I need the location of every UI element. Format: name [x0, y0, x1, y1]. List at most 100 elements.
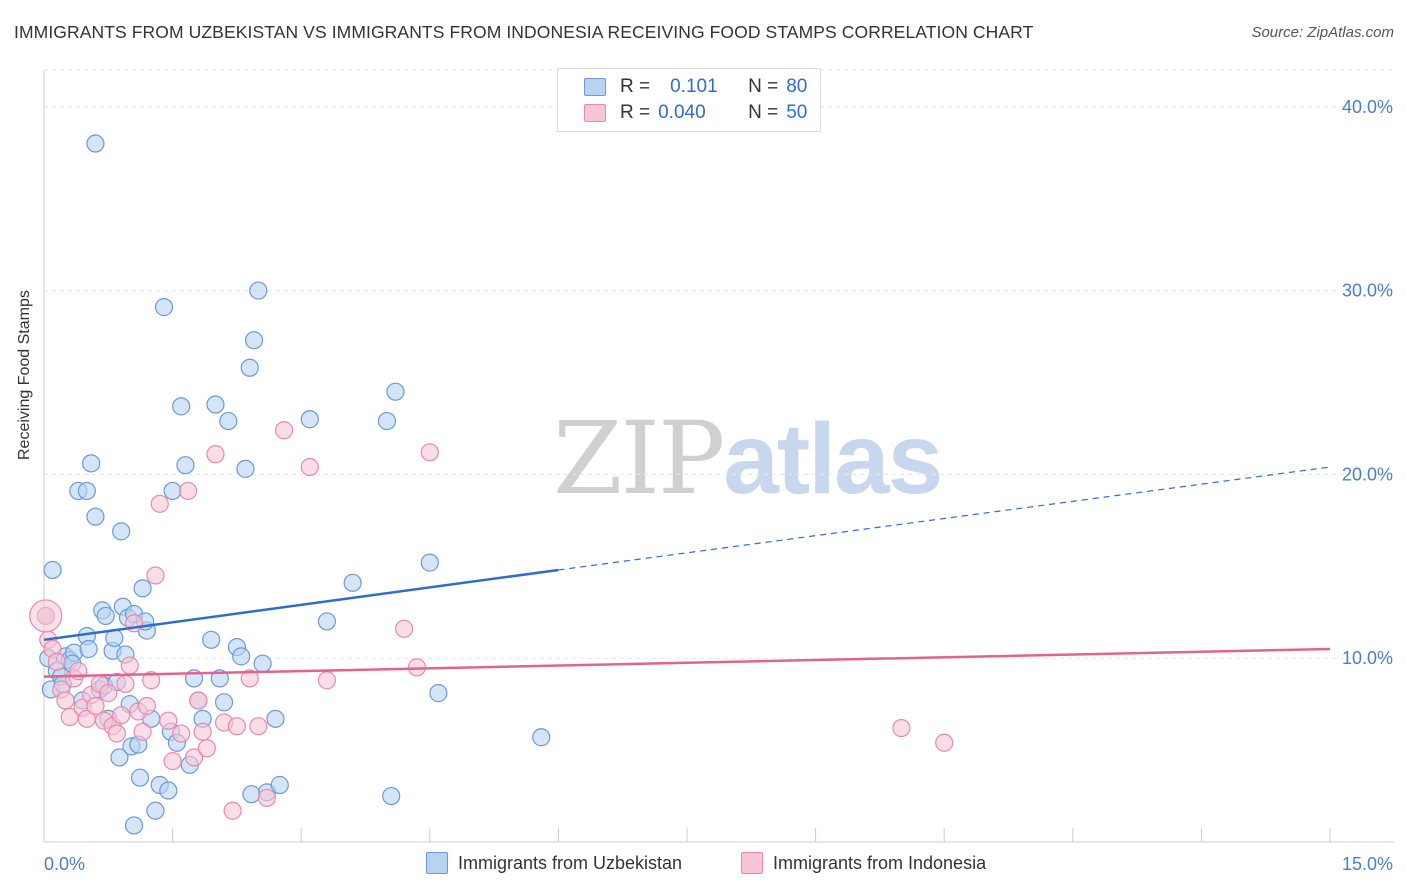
point-indonesia	[892, 718, 911, 738]
point-uzbekistan	[266, 709, 285, 728]
legend-swatch-pink	[584, 104, 606, 122]
point-indonesia	[935, 733, 954, 752]
point-indonesia	[112, 706, 131, 725]
point-uzbekistan	[86, 134, 105, 153]
point-uzbekistan	[242, 785, 261, 804]
legend-r-label: R =	[620, 76, 651, 97]
legend-n-value: 80	[786, 76, 808, 97]
point-indonesia	[120, 656, 139, 675]
point-indonesia	[193, 722, 212, 741]
point-indonesia	[240, 669, 259, 688]
point-uzbekistan	[253, 654, 272, 673]
point-indonesia	[133, 722, 152, 741]
legend-r-label: R =	[620, 102, 651, 123]
chart-title: IMMIGRANTS FROM UZBEKISTAN VS IMMIGRANTS…	[14, 22, 1034, 42]
legend-r-value: 0.101	[670, 76, 718, 97]
point-indonesia	[197, 739, 216, 758]
point-indonesia	[394, 619, 414, 638]
legend-item-indonesia[interactable]: Immigrants from Indonesia	[741, 852, 986, 874]
point-indonesia	[184, 748, 204, 767]
trend-lines	[43, 466, 1331, 678]
point-uzbekistan	[163, 481, 182, 501]
point-uzbekistan	[77, 481, 96, 501]
legend-item-uzbekistan[interactable]: Immigrants from Uzbekistan	[426, 852, 682, 874]
point-uzbekistan	[96, 606, 115, 626]
point-uzbekistan	[300, 410, 319, 429]
point-indonesia	[107, 724, 126, 743]
point-uzbekistan	[86, 507, 105, 526]
tick-labels: 10.0% 20.0% 30.0% 40.0% 0.0% 15.0%	[44, 97, 1393, 874]
point-indonesia	[163, 752, 182, 771]
y-tick-label: 40.0%	[1342, 97, 1393, 117]
point-indonesia	[137, 696, 156, 716]
trend-line-uzbekistan-dashed	[558, 466, 1331, 571]
point-uzbekistan	[172, 397, 191, 416]
point-uzbekistan	[159, 781, 178, 800]
point-uzbekistan	[133, 579, 152, 598]
point-indonesia	[227, 717, 246, 736]
point-indonesia	[178, 481, 198, 501]
point-uzbekistan	[146, 801, 165, 820]
y-tick-label: 30.0%	[1342, 281, 1393, 301]
point-uzbekistan	[176, 456, 195, 475]
x-tick-label-min: 0.0%	[44, 854, 85, 874]
point-uzbekistan	[377, 411, 397, 431]
point-uzbekistan	[154, 298, 174, 317]
point-uzbekistan	[240, 358, 259, 377]
source-credit: Source: ZipAtlas.com	[1251, 24, 1394, 41]
point-uzbekistan	[420, 553, 439, 572]
legend-n-label: N =	[748, 102, 779, 123]
point-uzbekistan	[270, 775, 289, 795]
point-indonesia	[206, 445, 225, 464]
legend-swatch-pink	[741, 852, 763, 874]
trend-line-indonesia	[43, 647, 1331, 678]
point-indonesia	[56, 691, 75, 710]
legend-n-value: 50	[786, 102, 808, 123]
point-uzbekistan	[429, 684, 448, 703]
point-uzbekistan	[79, 639, 98, 659]
point-indonesia	[420, 443, 439, 462]
point-indonesia	[317, 671, 337, 690]
point-indonesia	[189, 691, 208, 710]
x-tick-label-max: 15.0%	[1342, 854, 1393, 874]
axes	[43, 70, 1394, 843]
point-uzbekistan	[232, 647, 251, 666]
point-indonesia	[159, 711, 178, 730]
point-uzbekistan	[214, 693, 234, 712]
correlation-legend: R = 0.101 N = 80 R = 0.040 N = 50	[557, 68, 821, 132]
point-indonesia	[274, 421, 294, 440]
point-indonesia	[116, 674, 135, 694]
point-uzbekistan	[206, 395, 225, 414]
point-indonesia	[146, 566, 165, 585]
point-uzbekistan	[82, 454, 101, 473]
point-indonesia	[257, 788, 277, 807]
legend-label-indonesia: Immigrants from Indonesia	[773, 852, 987, 873]
watermark: ZIPatlas	[553, 400, 943, 517]
point-uzbekistan	[249, 281, 268, 300]
legend-row-uzbekistan: R = 0.101 N = 80	[584, 75, 807, 99]
point-indonesia-large	[29, 599, 63, 633]
point-uzbekistan	[110, 748, 129, 767]
legend-swatch-blue	[584, 78, 606, 96]
legend-label-uzbekistan: Immigrants from Uzbekistan	[458, 852, 683, 873]
legend-r-value: 0.040	[658, 102, 706, 123]
watermark-zip: ZIP	[553, 400, 725, 517]
point-uzbekistan	[210, 669, 229, 688]
point-uzbekistan	[43, 560, 62, 580]
point-uzbekistan	[532, 728, 551, 747]
point-indonesia	[223, 801, 242, 820]
point-uzbekistan	[219, 411, 238, 431]
trend-line-uzbekistan	[43, 568, 559, 642]
point-uzbekistan	[124, 816, 144, 835]
legend-row-indonesia: R = 0.040 N = 50	[584, 101, 807, 125]
watermark-atlas: atlas	[723, 403, 943, 515]
point-uzbekistan	[130, 768, 150, 787]
point-indonesia	[99, 684, 118, 703]
y-tick-label: 10.0%	[1342, 648, 1393, 668]
point-uzbekistan	[202, 630, 221, 649]
legend-n-label: N =	[748, 76, 779, 97]
point-uzbekistan	[236, 459, 255, 478]
point-uzbekistan	[244, 331, 264, 350]
series-legend: Immigrants from Uzbekistan Immigrants fr…	[0, 852, 1406, 878]
series-indonesia-points	[29, 421, 954, 820]
